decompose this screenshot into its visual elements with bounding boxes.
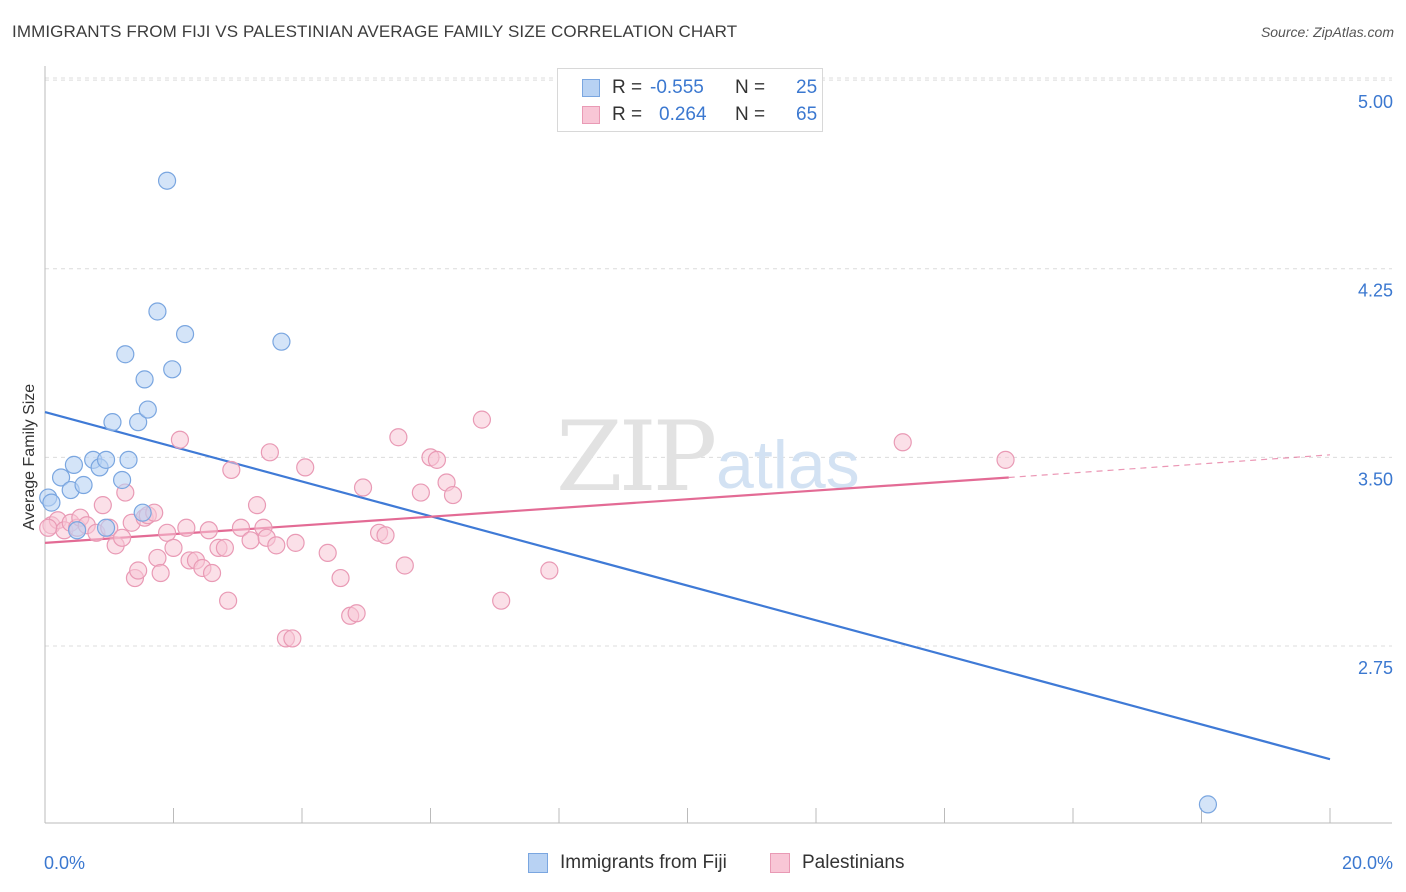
- point-palestinians: [129, 561, 148, 580]
- y-tick-label: 5.00: [1358, 92, 1393, 112]
- point-palestinians: [219, 591, 238, 610]
- y-tick-label: 2.75: [1358, 658, 1393, 678]
- point-palestinians: [540, 561, 559, 580]
- point-palestinians: [286, 533, 305, 552]
- point-palestinians: [472, 410, 491, 429]
- legend-swatch-palestinians: [582, 106, 600, 124]
- legend-n-value: 25: [796, 77, 818, 98]
- source-label: Source: ZipAtlas.com: [1260, 24, 1394, 40]
- point-palestinians: [215, 538, 234, 557]
- point-fiji: [272, 332, 291, 351]
- point-palestinians: [893, 433, 912, 452]
- point-palestinians: [395, 556, 414, 575]
- point-palestinians: [411, 483, 430, 502]
- watermark-atlas: atlas: [716, 427, 860, 503]
- point-palestinians: [241, 531, 260, 550]
- bottom-legend-label-fiji: Immigrants from Fiji: [560, 852, 727, 873]
- point-palestinians: [427, 450, 447, 469]
- y-tick-label: 3.50: [1358, 469, 1393, 489]
- point-palestinians: [318, 543, 337, 563]
- point-fiji: [103, 413, 122, 432]
- y-tick-label: 4.25: [1358, 281, 1393, 301]
- data-points: [39, 171, 1218, 814]
- legend-r-value: -0.555: [650, 77, 704, 98]
- point-fiji: [175, 325, 195, 344]
- point-palestinians: [170, 430, 190, 449]
- point-fiji: [148, 302, 167, 321]
- point-fiji: [116, 345, 135, 364]
- point-fiji: [96, 518, 116, 537]
- legend-r-label: R =: [612, 77, 643, 98]
- bottom-legend-swatch-palestinians: [770, 853, 790, 873]
- watermark-zip: ZIP: [556, 401, 715, 513]
- bottom-legend-swatch-fiji: [528, 853, 548, 873]
- legend-r-label: R =: [612, 104, 643, 125]
- point-palestinians: [157, 523, 177, 542]
- point-palestinians: [112, 528, 132, 547]
- point-fiji: [42, 493, 61, 512]
- point-palestinians: [93, 496, 112, 515]
- point-palestinians: [39, 518, 58, 537]
- bottom-legend-label-palestinians: Palestinians: [802, 852, 905, 873]
- point-palestinians: [389, 428, 408, 447]
- point-palestinians: [247, 496, 267, 515]
- point-palestinians: [283, 629, 302, 648]
- point-fiji: [64, 455, 84, 474]
- point-fiji: [112, 470, 132, 490]
- point-fiji: [133, 503, 152, 522]
- x-tick-label: 20.0%: [1342, 853, 1393, 873]
- chart-title: IMMIGRANTS FROM FIJI VS PALESTINIAN AVER…: [12, 22, 738, 41]
- point-fiji: [163, 360, 182, 379]
- axes: 2.75 3.50 4.25 5.00 0.0% 20.0%: [44, 66, 1393, 873]
- point-palestinians: [996, 450, 1015, 469]
- trend-line-palestinians-extension: [1008, 454, 1331, 479]
- trend-line-fiji: [44, 411, 1331, 761]
- x-tick-label: 0.0%: [44, 853, 85, 873]
- point-fiji: [138, 400, 157, 419]
- point-palestinians: [267, 536, 286, 555]
- grid-lines: [45, 77, 1392, 647]
- point-fiji: [129, 413, 148, 432]
- point-fiji: [119, 450, 138, 469]
- point-palestinians: [202, 563, 222, 583]
- point-fiji: [96, 450, 116, 469]
- point-palestinians: [177, 518, 196, 537]
- point-palestinians: [376, 526, 395, 545]
- point-palestinians: [148, 548, 167, 568]
- legend-n-label: N =: [735, 104, 766, 125]
- point-palestinians: [260, 443, 279, 462]
- point-palestinians: [492, 591, 511, 610]
- point-palestinians: [222, 460, 241, 480]
- point-palestinians: [199, 521, 218, 540]
- y-axis-label: Average Family Size: [21, 384, 38, 531]
- point-fiji: [135, 370, 154, 389]
- point-palestinians: [296, 458, 315, 477]
- point-fiji: [68, 521, 87, 540]
- watermark: ZIP atlas: [556, 401, 860, 513]
- point-palestinians: [164, 538, 183, 557]
- point-palestinians: [443, 485, 463, 505]
- legend-r-value: 0.264: [659, 104, 707, 125]
- correlation-legend: R = -0.555 N = 25 R = 0.264 N = 65: [557, 68, 823, 132]
- point-fiji: [1198, 795, 1218, 814]
- point-fiji: [51, 468, 71, 487]
- point-palestinians: [231, 518, 251, 537]
- point-fiji: [74, 475, 93, 495]
- legend-n-value: 65: [796, 104, 818, 125]
- point-palestinians: [331, 568, 350, 588]
- point-palestinians: [353, 478, 373, 497]
- point-palestinians: [151, 563, 170, 583]
- legend-n-label: N =: [735, 77, 766, 98]
- point-fiji: [157, 171, 177, 190]
- point-palestinians: [347, 604, 366, 623]
- legend-swatch-fiji: [582, 79, 600, 97]
